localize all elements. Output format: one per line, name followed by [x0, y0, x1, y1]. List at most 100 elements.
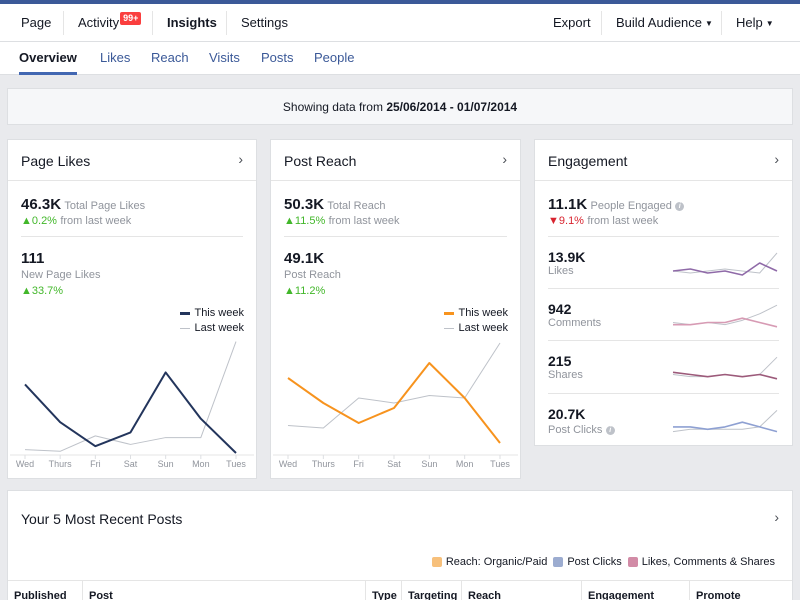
- x-tick-label: Mon: [456, 459, 474, 469]
- chevron-right-icon[interactable]: ›: [238, 151, 243, 167]
- column-header[interactable]: Reach: [461, 581, 501, 600]
- posts-legend: Reach: Organic/Paid Post Clicks Likes, C…: [426, 556, 775, 568]
- last-week-line: [672, 410, 778, 433]
- up-arrow-icon: ▲: [284, 215, 295, 227]
- nav-divider: [63, 11, 64, 35]
- nav-divider: [721, 11, 722, 35]
- chevron-right-icon[interactable]: ›: [774, 509, 779, 525]
- stat-label: Shares: [548, 369, 583, 381]
- x-tick-label: Mon: [192, 459, 210, 469]
- tab-visits[interactable]: Visits: [209, 50, 240, 65]
- column-header[interactable]: Published: [14, 590, 67, 600]
- x-tick-label: Tues: [490, 459, 510, 469]
- comments-sparkline: [672, 304, 778, 328]
- card-title: Post Reach: [284, 153, 357, 169]
- nav-insights[interactable]: Insights: [167, 15, 217, 30]
- nav-divider: [152, 11, 153, 35]
- card-header[interactable]: Engagement ›: [535, 140, 792, 181]
- column-header[interactable]: Engagement: [581, 581, 654, 600]
- date-range-value[interactable]: 25/06/2014 - 01/07/2014: [386, 100, 518, 114]
- nav-export[interactable]: Export: [553, 15, 591, 30]
- tab-likes[interactable]: Likes: [100, 50, 131, 65]
- engagement-row-shares: 215 Shares: [548, 353, 779, 393]
- column-header[interactable]: Post: [82, 581, 113, 600]
- activity-badge: 99+: [120, 12, 142, 25]
- stat-value: 942: [548, 301, 572, 317]
- legend-swatch: [180, 312, 191, 315]
- help-label: Help: [736, 15, 763, 30]
- this-week-line: [24, 371, 237, 454]
- new-page-likes: 111 New Page Likes ▲33.7%: [21, 251, 101, 299]
- sub-nav: Overview Likes Reach Visits Posts People: [0, 42, 800, 75]
- shares-sparkline: [672, 356, 778, 380]
- legend-swatch: [444, 328, 455, 329]
- stat-change-suffix: from last week: [587, 215, 659, 227]
- legend-last-week: Last week: [458, 322, 508, 334]
- stat-label: Total Reach: [327, 200, 386, 212]
- legend-item: Likes, Comments & Shares: [627, 556, 775, 568]
- likes-sparkline: [672, 252, 778, 276]
- stat-label: People Engaged: [590, 200, 672, 212]
- card-header[interactable]: Post Reach ›: [271, 140, 520, 181]
- x-tick-label: Wed: [279, 459, 297, 469]
- stat-change: 0.2%: [31, 215, 57, 227]
- legend-label: Post Clicks: [567, 556, 622, 568]
- nav-activity[interactable]: Activity 99+: [78, 4, 142, 42]
- post-reach-card: Post Reach › 50.3K Total Reach ▲11.5% fr…: [270, 139, 521, 479]
- stat-label: Post Reach: [284, 269, 341, 281]
- engagement-card: Engagement › 11.1K People Engaged i ▼9.1…: [534, 139, 793, 446]
- x-tick-label: Sat: [124, 459, 138, 469]
- nav-divider: [226, 11, 227, 35]
- stat-value: 111: [21, 250, 45, 267]
- stat-label: Comments: [548, 317, 602, 329]
- nav-build-audience[interactable]: Build Audience ▼: [616, 4, 713, 42]
- nav-page[interactable]: Page: [21, 15, 52, 30]
- legend-item: Post Clicks: [553, 556, 622, 568]
- nav-divider: [601, 11, 602, 35]
- posts-table-header: Published Post Type Targeting Reach Enga…: [8, 580, 792, 600]
- x-tick-label: Sat: [387, 459, 401, 469]
- nav-help[interactable]: Help ▼: [736, 4, 774, 42]
- x-tick-label: Thurs: [312, 459, 336, 469]
- up-arrow-icon: ▲: [21, 215, 32, 227]
- stat-change-suffix: from last week: [60, 215, 132, 227]
- chevron-right-icon[interactable]: ›: [774, 151, 779, 167]
- info-icon[interactable]: i: [605, 426, 615, 435]
- tab-people[interactable]: People: [314, 50, 355, 65]
- engagement-row-post-clicks: 20.7K Post Clicks i: [548, 406, 779, 446]
- tab-posts[interactable]: Posts: [261, 50, 294, 65]
- down-arrow-icon: ▼: [548, 215, 559, 227]
- legend-label: Reach: Organic/Paid: [445, 556, 548, 568]
- up-arrow-icon: ▲: [284, 285, 295, 297]
- divider: [284, 236, 507, 237]
- top-nav: Page Activity 99+ Insights Settings Expor…: [0, 4, 800, 42]
- column-header[interactable]: Type: [365, 581, 397, 600]
- build-audience-label: Build Audience: [616, 15, 703, 30]
- card-title: Engagement: [548, 153, 628, 169]
- x-tick-label: Tues: [226, 459, 246, 469]
- stat-change: 33.7%: [31, 285, 64, 297]
- card-title: Your 5 Most Recent Posts: [21, 511, 183, 527]
- caret-down-icon: ▼: [705, 19, 713, 28]
- date-range-bar: Showing data from 25/06/2014 - 01/07/201…: [7, 88, 793, 125]
- legend-swatch: [553, 557, 564, 567]
- info-icon[interactable]: i: [675, 202, 685, 211]
- recent-posts-card: Your 5 Most Recent Posts › Reach: Organi…: [7, 490, 793, 600]
- chart-legend: This week Last week: [444, 306, 508, 336]
- stat-change: 9.1%: [558, 215, 584, 227]
- chevron-right-icon[interactable]: ›: [502, 151, 507, 167]
- card-header[interactable]: Page Likes ›: [8, 140, 256, 181]
- chart-legend: This week Last week: [180, 306, 244, 336]
- stat-value: 50.3K: [284, 196, 325, 213]
- x-tick-label: Sun: [158, 459, 174, 469]
- x-tick-label: Thurs: [49, 459, 73, 469]
- x-tick-label: Wed: [16, 459, 34, 469]
- column-header[interactable]: Targeting: [401, 581, 457, 600]
- x-tick-label: Fri: [90, 459, 101, 469]
- tab-reach[interactable]: Reach: [151, 50, 189, 65]
- tab-overview[interactable]: Overview: [19, 42, 77, 75]
- nav-settings[interactable]: Settings: [241, 15, 288, 30]
- column-header[interactable]: Promote: [689, 581, 741, 600]
- total-reach: 50.3K Total Reach ▲11.5% from last week: [284, 196, 400, 227]
- x-tick-label: Fri: [353, 459, 364, 469]
